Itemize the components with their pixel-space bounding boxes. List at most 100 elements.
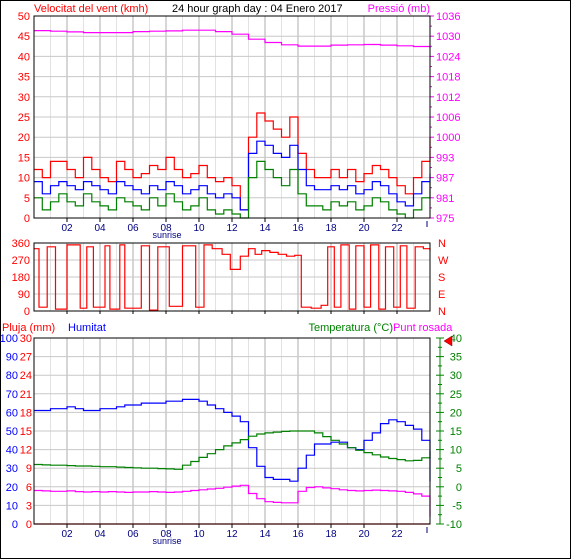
direction-degree-label: 90 [18,289,30,301]
rain-tick-label: 0 [26,519,32,531]
direction-plot-area [33,242,431,312]
humidity-tick-label: 20 [6,482,18,494]
x-tick-label: 22 [391,223,403,234]
rain-tick-label: 12 [20,445,32,457]
x-tick-label: 12 [226,223,238,234]
temperature-line [34,430,431,470]
temperature-tick-label: 25 [450,389,462,401]
current-temperature-marker-icon [443,335,453,347]
pressure-tick-label: 1018 [436,72,460,84]
wind-tick-label: 10 [18,173,30,185]
dewpoint-line [34,484,431,517]
pressure-tick-label: 1000 [436,132,460,144]
temperature-tick-label: 35 [450,352,462,364]
wind-tick-label: 35 [18,72,30,84]
pressure-tick-label: 1030 [436,31,460,43]
rain-tick-label: 21 [20,389,32,401]
wind-tick-label: 50 [18,11,30,23]
humidity-tick-label: 40 [6,445,18,457]
direction-compass-label: N [438,238,446,250]
direction-degree-label: 180 [12,272,30,284]
wind-tick-label: 15 [18,152,30,164]
direction-degree-label: 270 [12,255,30,267]
pressure-line [34,29,431,49]
wind-plot-area [33,15,431,219]
wind-average-line [34,140,431,211]
x-tick-label: 18 [325,529,337,540]
temperature-tick-label: -10 [446,519,462,531]
humidity-tick-label: 100 [0,333,18,345]
pressure-tick-label: 993 [436,152,454,164]
temperature-plot-area [33,337,431,525]
x-tick-label: 02 [61,223,73,234]
humidity-tick-label: 70 [6,389,18,401]
humidity-tick-label: 50 [6,426,18,438]
wind-speed-axis-label: Velocitat del vent (kmh) [34,3,148,15]
direction-compass-label: N [438,306,446,318]
rain-axis-label: Pluja (mm) [2,322,55,334]
direction-compass-label: S [438,272,445,284]
wind-tick-label: 40 [18,51,30,63]
wind-tick-label: 20 [18,132,30,144]
chart-title: 24 hour graph day : 04 Enero 2017 [172,3,343,15]
sunrise-label: sunrise [152,230,181,240]
temperature-humidity-panel: Pluja (mm) Humitat Temperatura (°C) Punt… [0,322,462,546]
wind-tick-label: 5 [24,193,30,205]
direction-degree-label: 0 [24,306,30,318]
wind-direction-panel: 360 N 270 W 180 S 90 E 0 N [12,238,449,318]
humidity-tick-label: 80 [6,370,18,382]
rain-tick-label: 6 [26,482,32,494]
wind-pressure-panel: Velocitat del vent (kmh) 24 hour graph d… [18,3,461,240]
rain-tick-label: 30 [20,333,32,345]
rain-tick-label: 9 [26,463,32,475]
x-tick-label: 06 [127,529,139,540]
x-tick-label: 08 [160,223,172,234]
wind-tick-label: 30 [18,92,30,104]
direction-compass-label: W [438,255,449,267]
pressure-tick-label: 987 [436,173,454,185]
humidity-tick-label: 60 [6,407,18,419]
temperature-tick-label: -5 [452,500,462,512]
rain-tick-label: 24 [20,370,32,382]
temperature-axis-label: Temperatura (°C) [309,322,393,334]
wind-direction-line [34,244,431,311]
humidity-line [34,398,431,482]
pressure-tick-label: 1024 [436,51,460,63]
temperature-tick-label: 20 [450,407,462,419]
pressure-tick-label: 1036 [436,11,460,23]
wind-min-line [34,160,431,219]
humidity-tick-label: 90 [6,352,18,364]
x-tick-label: 04 [94,529,106,540]
wind-tick-label: 0 [24,213,30,225]
humidity-tick-label: 0 [12,519,18,531]
sunrise-label: sunrise [152,536,181,546]
humidity-tick-label: 30 [6,463,18,475]
x-tick-label: 20 [358,529,370,540]
x-tick-label: 14 [259,223,271,234]
rain-tick-label: 3 [26,500,32,512]
temperature-tick-label: 5 [456,463,462,475]
rain-tick-label: 18 [20,407,32,419]
x-tick-label: 10 [193,529,205,540]
wind-tick-label: 25 [18,112,30,124]
temperature-tick-label: 30 [450,370,462,382]
direction-compass-label: E [438,289,445,301]
temperature-tick-label: 10 [450,445,462,457]
temperature-tick-label: 15 [450,426,462,438]
x-tick-label: 18 [325,223,337,234]
x-tick-label: 04 [94,223,106,234]
x-tick-label: 10 [193,223,205,234]
rain-tick-label: 15 [20,426,32,438]
humidity-tick-label: 10 [6,500,18,512]
x-tick-label: 22 [391,529,403,540]
x-tick-label: 14 [259,529,271,540]
x-tick-label: 08 [160,529,172,540]
pressure-tick-label: 1006 [436,112,460,124]
x-tick-label: 20 [358,223,370,234]
pressure-tick-label: 975 [436,213,454,225]
pressure-axis-label: Pressió (mb) [368,3,430,15]
pressure-tick-label: 1012 [436,92,460,104]
humidity-axis-label: Humitat [68,322,106,334]
